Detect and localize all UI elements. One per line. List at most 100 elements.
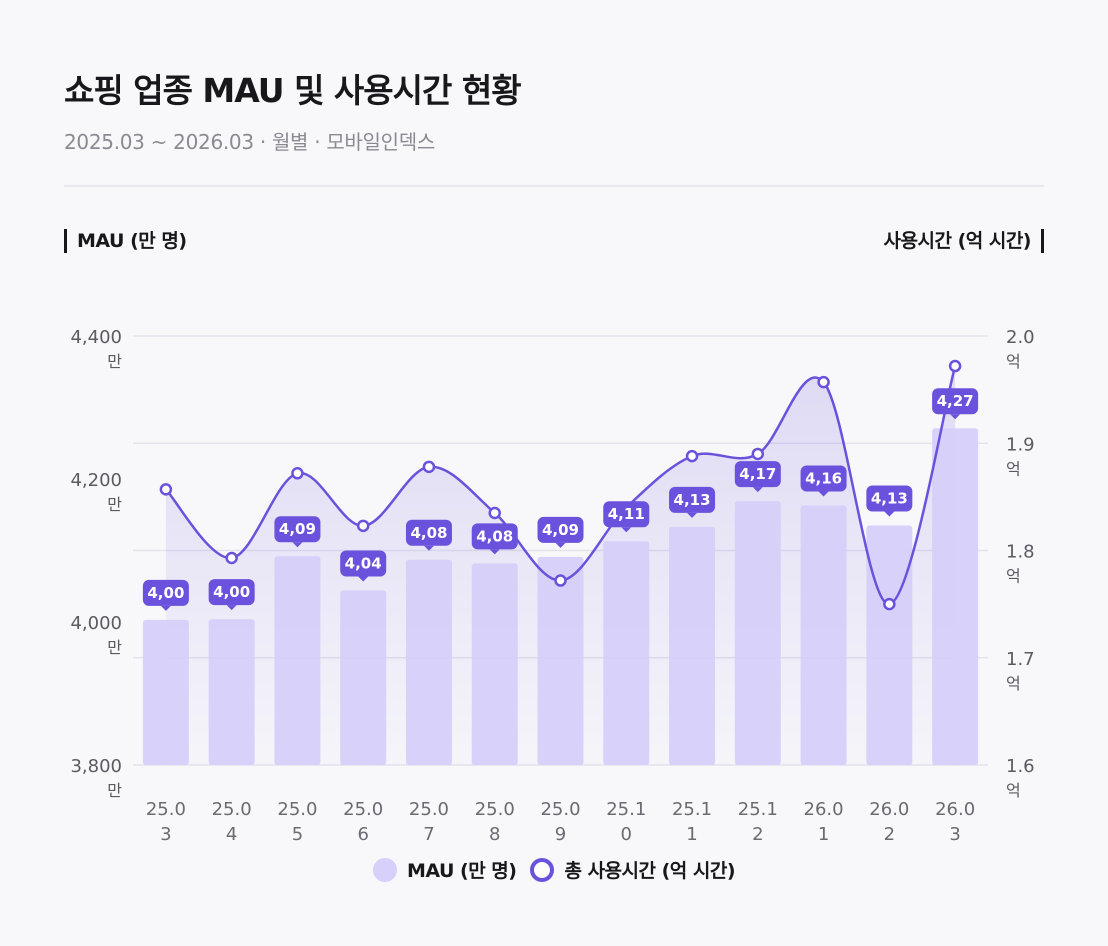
bar-value-label: 4,13 [674, 491, 711, 509]
x-tick-label: 26.0 [804, 799, 844, 820]
left-tick-unit: 만 [107, 495, 122, 514]
mau-bar [866, 525, 913, 765]
right-tick-label: 2.0 [1006, 327, 1035, 348]
bar-value-badge [208, 579, 255, 606]
usage-point [488, 506, 501, 520]
bar-value-label: 4,17 [739, 465, 776, 483]
chart-legend: MAU (만 명) 총 사용시간 (억 시간) [0, 856, 1108, 883]
legend-label-usage: 총 사용시간 (억 시간) [564, 860, 736, 882]
left-axis-title: MAU (만 명) [64, 229, 187, 253]
legend-item-usage[interactable]: 총 사용시간 (억 시간) [530, 856, 736, 883]
x-tick-label-line2: 3 [949, 824, 960, 845]
x-tick-label: 25.0 [409, 799, 449, 820]
mau-bar [405, 559, 452, 765]
bar-value-label: 4,11 [608, 505, 645, 523]
bar-value-label: 4,09 [542, 521, 579, 539]
left-tick-label: 3,800 [70, 756, 122, 777]
x-tick-label-line2: 5 [292, 824, 303, 845]
right-tick-label: 1.7 [1006, 649, 1035, 670]
bar-value-badge-tail [884, 511, 895, 517]
right-tick-label: 1.8 [1006, 542, 1035, 563]
usage-point [291, 467, 304, 480]
left-tick-unit: 만 [107, 352, 122, 371]
x-tick-label-line2: 1 [686, 824, 697, 845]
bar-value-badge-tail [950, 414, 961, 420]
bar-value-badge-tail [226, 605, 237, 611]
bar-value-badge [603, 501, 650, 528]
usage-point [225, 551, 238, 565]
usage-point [422, 460, 436, 474]
right-tick-unit: 억 [1006, 352, 1021, 371]
x-tick-label: 26.0 [935, 799, 975, 820]
x-tick-label: 25.0 [146, 799, 186, 820]
x-tick-label: 25.0 [343, 799, 383, 820]
x-tick-label-line2: 2 [752, 824, 763, 845]
legend-label-mau: MAU (만 명) [406, 860, 517, 882]
bar-value-badge-tail [160, 605, 171, 611]
bar-value-label: 4,08 [476, 527, 513, 545]
x-tick-label: 25.0 [475, 799, 515, 820]
bar-value-badge-tail [489, 549, 500, 555]
x-tick-label: 25.0 [277, 799, 317, 820]
mau-bar [603, 541, 650, 765]
bar-value-label: 4,16 [805, 469, 842, 487]
legend-bar-swatch [372, 857, 397, 882]
x-tick-label: 25.0 [212, 799, 252, 820]
x-tick-label-line2: 4 [226, 824, 237, 845]
bar-value-badge [866, 485, 913, 512]
bar-value-badge-tail [292, 542, 303, 548]
bar-value-label: 4,08 [410, 524, 447, 542]
right-tick-unit: 억 [1006, 567, 1021, 586]
mau-bar [537, 556, 584, 765]
mau-bar [932, 428, 979, 765]
x-tick-label: 25.1 [606, 799, 646, 820]
bar-value-label: 4,09 [279, 520, 316, 538]
x-tick-label: 26.0 [869, 799, 909, 820]
x-tick-label-line2: 7 [423, 824, 434, 845]
bar-value-badge [405, 519, 452, 546]
legend-item-mau[interactable]: MAU (만 명) [372, 856, 517, 883]
right-tick-unit: 억 [1006, 459, 1021, 478]
bar-value-label: 4,27 [937, 392, 974, 410]
right-tick-label: 1.6 [1006, 756, 1035, 777]
mau-bar [142, 619, 189, 765]
x-tick-label: 25.0 [540, 799, 580, 820]
bar-value-label: 4,00 [213, 583, 250, 601]
x-tick-label-line2: 1 [818, 824, 829, 845]
header-divider [64, 185, 1044, 187]
bar-value-badge-tail [818, 491, 829, 497]
bar-value-badge-tail [687, 512, 698, 518]
bar-value-badge [932, 388, 979, 415]
usage-point [751, 447, 765, 461]
right-tick-label: 1.9 [1006, 434, 1035, 455]
mau-bar [471, 563, 518, 765]
x-tick-label: 25.1 [672, 799, 712, 820]
x-tick-label-line2: 2 [884, 824, 895, 845]
bar-value-badge-tail [621, 527, 632, 533]
mau-bar [669, 526, 716, 765]
usage-point [883, 597, 896, 611]
chart-title: 쇼핑 업종 MAU 및 사용시간 현황 [64, 71, 522, 110]
usage-point [554, 574, 567, 587]
left-tick-label: 4,200 [70, 470, 122, 491]
mau-bar [208, 619, 255, 765]
x-tick-label-line2: 0 [621, 824, 632, 845]
usage-point [685, 449, 699, 463]
bar-value-badge [142, 579, 189, 606]
bar-value-badge-tail [358, 576, 369, 582]
bar-value-label: 4,00 [147, 584, 184, 602]
bar-value-badge [669, 486, 716, 513]
x-tick-label-line2: 6 [357, 824, 368, 845]
usage-point [356, 519, 370, 533]
right-axis-title: 사용시간 (억 시간) [884, 229, 1044, 253]
bar-value-badge [734, 461, 781, 488]
bar-value-badge-tail [423, 545, 434, 551]
left-tick-unit: 만 [107, 638, 122, 657]
left-tick-label: 4,400 [70, 327, 122, 348]
left-tick-unit: 만 [107, 781, 122, 800]
bar-value-badge [537, 516, 584, 543]
bar-value-label: 4,13 [871, 489, 908, 507]
left-tick-label: 4,000 [70, 613, 122, 634]
